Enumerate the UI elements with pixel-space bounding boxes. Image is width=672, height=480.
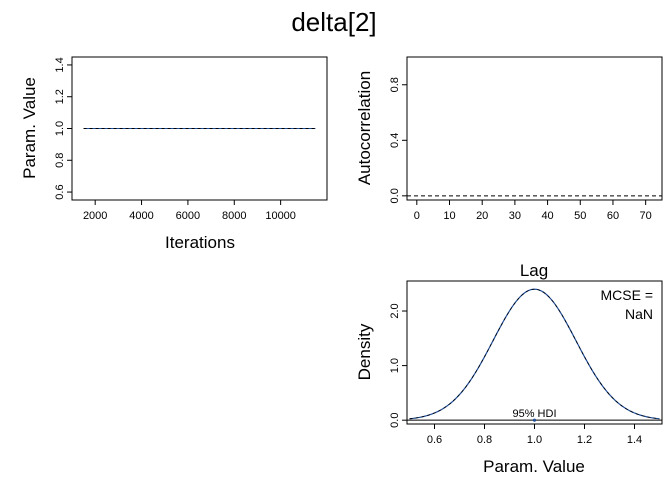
acf-x-tick-label: 60 xyxy=(607,210,619,222)
acf-y-ticks: 0.0 0.4 0.8 xyxy=(389,77,407,203)
dens-y-tick-label: 1.0 xyxy=(389,358,401,373)
trace-x-tick-label: 4000 xyxy=(129,210,153,222)
trace-panel: 2000 4000 6000 8000 10000 0.6 0.8 1.0 1.2 1.4 It… xyxy=(20,56,328,252)
trace-x-tick-label: 2000 xyxy=(83,210,107,222)
dens-x-tick-label: 0.8 xyxy=(477,434,492,446)
density-panel: 0.6 0.8 1.0 1.2 1.4 0.0 1.0 2.0 95% HDI Param.… xyxy=(355,280,663,476)
acf-x-tick-label: 0 xyxy=(414,210,420,222)
trace-y-tick-label: 1.2 xyxy=(54,89,66,104)
dens-x-tick-label: 1.0 xyxy=(527,434,542,446)
hdi-label: 95% HDI xyxy=(512,408,556,420)
density-y-axis-label: Density xyxy=(355,323,374,380)
trace-x-tick-label: 6000 xyxy=(176,210,200,222)
acf-x-ticks: 0 10 20 30 40 50 60 70 xyxy=(414,200,652,222)
trace-y-ticks: 0.6 0.8 1.0 1.2 1.4 xyxy=(54,57,72,200)
dens-x-tick-label: 0.6 xyxy=(427,434,442,446)
acf-x-tick-label: 70 xyxy=(640,210,652,222)
acf-y-tick-label: 0.8 xyxy=(389,77,401,92)
acf-x-axis-label: Lag xyxy=(520,261,548,280)
trace-x-tick-label: 8000 xyxy=(222,210,246,222)
acf-y-axis-label: Autocorrelation xyxy=(355,71,374,185)
density-x-ticks: 0.6 0.8 1.0 1.2 1.4 xyxy=(427,424,642,446)
trace-y-tick-label: 0.6 xyxy=(54,184,66,199)
trace-x-ticks: 2000 4000 6000 8000 10000 xyxy=(83,200,296,222)
acf-y-tick-label: 0.0 xyxy=(389,188,401,203)
acf-plot-frame xyxy=(406,56,663,201)
density-y-ticks: 0.0 1.0 2.0 xyxy=(389,303,407,428)
chart-title: delta[2] xyxy=(291,7,376,37)
dens-x-tick-label: 1.4 xyxy=(627,434,642,446)
mcse-label: MCSE = xyxy=(600,287,653,303)
density-curve xyxy=(409,288,660,420)
trace-y-tick-label: 0.8 xyxy=(54,153,66,168)
acf-y-tick-label: 0.4 xyxy=(389,133,401,148)
acf-x-tick-label: 20 xyxy=(476,210,488,222)
acf-x-tick-label: 10 xyxy=(443,210,455,222)
acf-x-tick-label: 30 xyxy=(509,210,521,222)
density-curve-dashed xyxy=(409,288,660,420)
density-x-axis-label: Param. Value xyxy=(483,457,585,476)
hdi-marker xyxy=(532,418,537,422)
trace-y-tick-label: 1.4 xyxy=(54,57,66,72)
dens-y-tick-label: 0.0 xyxy=(389,413,401,428)
trace-y-axis-label: Param. Value xyxy=(20,77,39,179)
mcse-value: NaN xyxy=(625,306,653,322)
density-series: 95% HDI xyxy=(407,288,662,422)
trace-y-tick-label: 1.0 xyxy=(54,121,66,136)
trace-x-axis-label: Iterations xyxy=(165,233,235,252)
dens-y-tick-label: 2.0 xyxy=(389,303,401,318)
dens-x-tick-label: 1.2 xyxy=(577,434,592,446)
trace-x-tick-label: 10000 xyxy=(265,210,296,222)
acf-x-tick-label: 40 xyxy=(541,210,553,222)
acf-x-tick-label: 50 xyxy=(574,210,586,222)
autocorrelation-panel: 0 10 20 30 40 50 60 70 0.0 0.4 0.8 Lag Autocorrel… xyxy=(355,56,663,280)
